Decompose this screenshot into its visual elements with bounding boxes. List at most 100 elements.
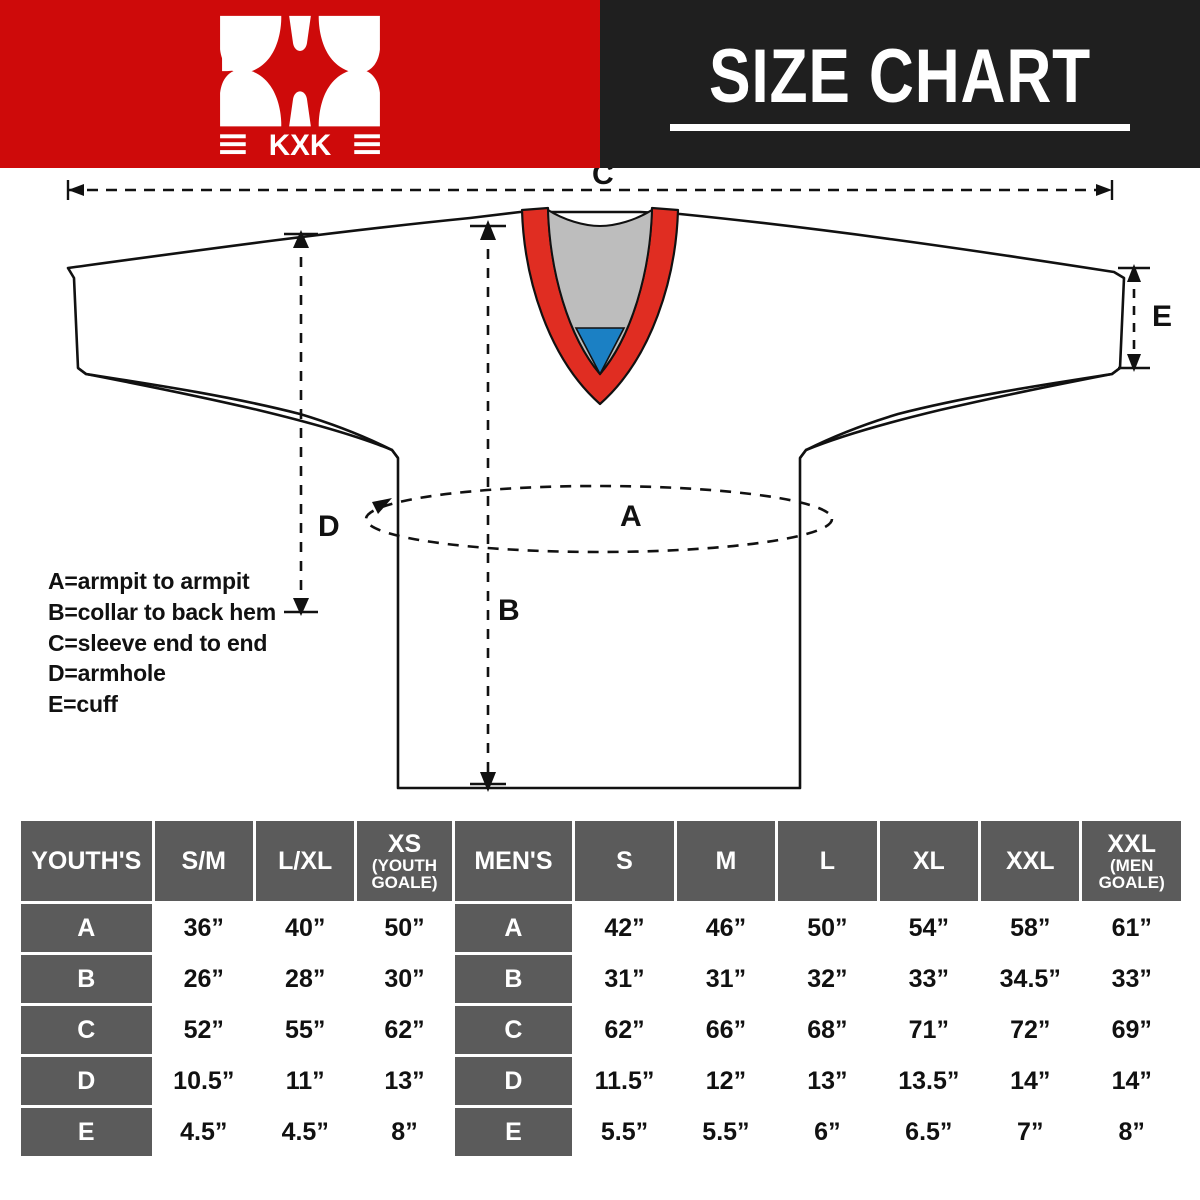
cell-value: 13.5” [879,1057,979,1105]
cell-value: 30” [357,955,452,1003]
cell-value: 61” [1082,904,1181,952]
row-label-youth: E [21,1108,152,1156]
legend-item-d: D=armhole [48,660,166,687]
measurement-legend: A=armpit to armpit B=collar to back hem … [48,566,276,720]
header-cell-xxl-men-goale: XXL (MEN GOALE) [1082,821,1181,901]
header-cell-mens: MEN'S [454,821,573,901]
header-cell-xl: XL [879,821,979,901]
header-main: XL [912,846,945,875]
page-header: KXK SIZE CHART [0,0,1200,168]
header-cell-m: M [676,821,776,901]
header-cell-xxl: XXL [981,821,1080,901]
table-row: A 36” 40” 50” A 42” 46” 50” 54” 58” 61” [21,904,1181,952]
page-title: SIZE CHART [708,34,1092,120]
cell-value: 4.5” [255,1108,355,1156]
header-sub: (YOUTH GOALE) [371,855,438,893]
cell-value: 11” [255,1057,355,1105]
title-underline [670,123,1130,131]
cell-value: 50” [778,904,877,952]
cell-value: 10.5” [154,1057,253,1105]
cell-value: 26” [154,955,253,1003]
brand-banner: KXK [0,0,600,168]
header-main: MEN'S [474,846,553,875]
row-label-youth: B [21,955,152,1003]
header-cell-l: L [778,821,877,901]
cell-value: 71” [879,1006,979,1054]
legend-item-a: A=armpit to armpit [48,568,250,594]
cell-value: 62” [575,1006,674,1054]
cell-value: 7” [981,1108,1080,1156]
collar-accent [574,327,626,376]
cell-value: 6” [778,1108,877,1156]
cell-value: 8” [357,1108,452,1156]
cell-value: 46” [676,904,776,952]
cell-value: 13” [778,1057,877,1105]
legend-item-e: E=cuff [48,691,118,718]
cell-value: 52” [154,1006,253,1054]
row-label-youth: C [21,1006,152,1054]
kxk-wordmark: KXK [269,129,332,158]
cell-value: 28” [255,955,355,1003]
cell-value: 34.5” [981,955,1080,1003]
cell-value: 62” [357,1006,452,1054]
dimension-e [1118,264,1150,372]
title-banner: SIZE CHART [600,0,1200,168]
header-main: XXL [1005,846,1055,875]
size-table: YOUTH'S S/M L/XL XS (YOUTH GOALE) MEN'S … [18,818,1184,1159]
row-label-men: A [454,904,573,952]
cell-value: 54” [879,904,979,952]
dimension-c [66,180,1114,200]
cell-value: 66” [676,1006,776,1054]
header-main: YOUTH'S [31,846,142,875]
row-label-youth: D [21,1057,152,1105]
cell-value: 36” [154,904,253,952]
header-cell-lxl: L/XL [255,821,355,901]
table-row: C 52” 55” 62” C 62” 66” 68” 71” 72” 69” [21,1006,1181,1054]
cell-value: 42” [575,904,674,952]
legend-item-b: B=collar to back hem [48,598,276,625]
label-b: B [498,594,520,627]
header-main: XS [387,829,422,858]
header-cell-s: S [575,821,674,901]
collar-inner [547,209,653,375]
cell-value: 8” [1082,1108,1181,1156]
cell-value: 4.5” [154,1108,253,1156]
header-main: S/M [181,846,226,875]
row-label-men: E [454,1108,573,1156]
cell-value: 50” [357,904,452,952]
cell-value: 6.5” [879,1108,979,1156]
cell-value: 68” [778,1006,877,1054]
cell-value: 14” [981,1057,1080,1105]
label-e: E [1152,300,1172,333]
header-cell-youths: YOUTH'S [21,821,152,901]
table-header-row: YOUTH'S S/M L/XL XS (YOUTH GOALE) MEN'S … [21,821,1181,901]
cell-value: 33” [879,955,979,1003]
jersey-outline [66,210,1126,790]
header-sub: (MEN GOALE) [1098,855,1165,893]
size-table-container: YOUTH'S S/M L/XL XS (YOUTH GOALE) MEN'S … [18,818,1184,1159]
label-c: C [592,168,614,191]
label-d: D [318,510,340,543]
cell-value: 5.5” [676,1108,776,1156]
cell-value: 13” [357,1057,452,1105]
row-label-men: C [454,1006,573,1054]
legend-item-c: C=sleeve end to end [48,629,268,656]
cell-value: 33” [1082,955,1181,1003]
label-a: A [620,500,642,533]
dimension-a [364,484,834,554]
row-label-men: B [454,955,573,1003]
cell-value: 31” [676,955,776,1003]
row-label-youth: A [21,904,152,952]
header-main: S [616,846,633,875]
cell-value: 55” [255,1006,355,1054]
jersey-diagram: D B E A C A=armpit to armpit B=co [0,168,1200,816]
row-label-men: D [454,1057,573,1105]
header-main: M [715,846,737,875]
cell-value: 72” [981,1006,1080,1054]
table-row: E 4.5” 4.5” 8” E 5.5” 5.5” 6” 6.5” 7” 8” [21,1108,1181,1156]
jersey-technical-drawing: D B E A C [66,168,1172,792]
table-row: B 26” 28” 30” B 31” 31” 32” 33” 34.5” 33… [21,955,1181,1003]
table-body: A 36” 40” 50” A 42” 46” 50” 54” 58” 61” … [21,904,1181,1156]
header-cell-sm: S/M [154,821,253,901]
cell-value: 11.5” [575,1057,674,1105]
